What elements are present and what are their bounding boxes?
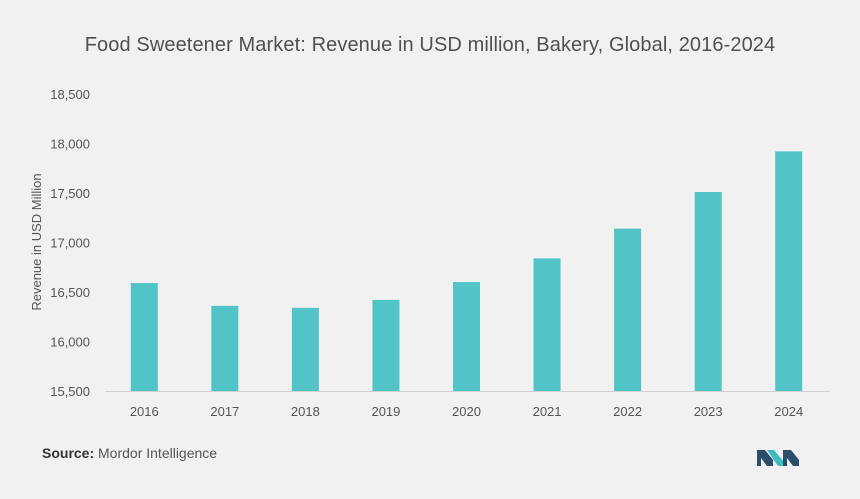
bar-2023 [694,192,722,391]
y-tick-label: 16,000 [50,335,90,350]
x-axis: 2016 2017 2018 2019 2020 2021 2022 2023 2024 [130,404,803,419]
source-note: Source: Mordor Intelligence [42,445,217,461]
bars [130,151,803,391]
y-tick-label: 16,500 [50,285,90,300]
source-text: Mordor Intelligence [98,445,218,461]
x-tick-label: 2017 [210,404,239,419]
y-axis-label: Revenue in USD Million [29,173,44,310]
bar-2019 [372,299,400,391]
bar-2021 [533,258,561,391]
y-tick-label: 18,500 [50,87,90,102]
x-tick-label: 2016 [130,404,159,419]
bar-2022 [614,228,642,391]
bar-2017 [211,305,239,391]
x-tick-label: 2019 [371,404,400,419]
y-tick-label: 18,000 [50,137,90,152]
source-label: Source: [42,445,95,461]
x-tick-label: 2022 [613,404,642,419]
bar-2024 [775,151,803,391]
y-tick-label: 17,500 [50,186,90,201]
bar-2020 [453,282,480,391]
bar-2018 [291,307,319,391]
y-axis: 15,500 16,000 16,500 17,000 17,500 18,000 18,5… [50,87,90,399]
x-tick-label: 2023 [694,404,723,419]
y-tick-label: 17,000 [50,236,90,251]
chart-title: Food Sweetener Market: Revenue in USD mi… [84,34,776,56]
x-tick-label: 2021 [533,404,562,419]
x-tick-label: 2020 [452,404,481,419]
y-tick-label: 15,500 [50,384,90,399]
x-tick-label: 2018 [291,404,320,419]
x-tick-label: 2024 [774,404,803,419]
bar-2016 [130,283,158,391]
mordor-logo-icon [757,450,799,466]
